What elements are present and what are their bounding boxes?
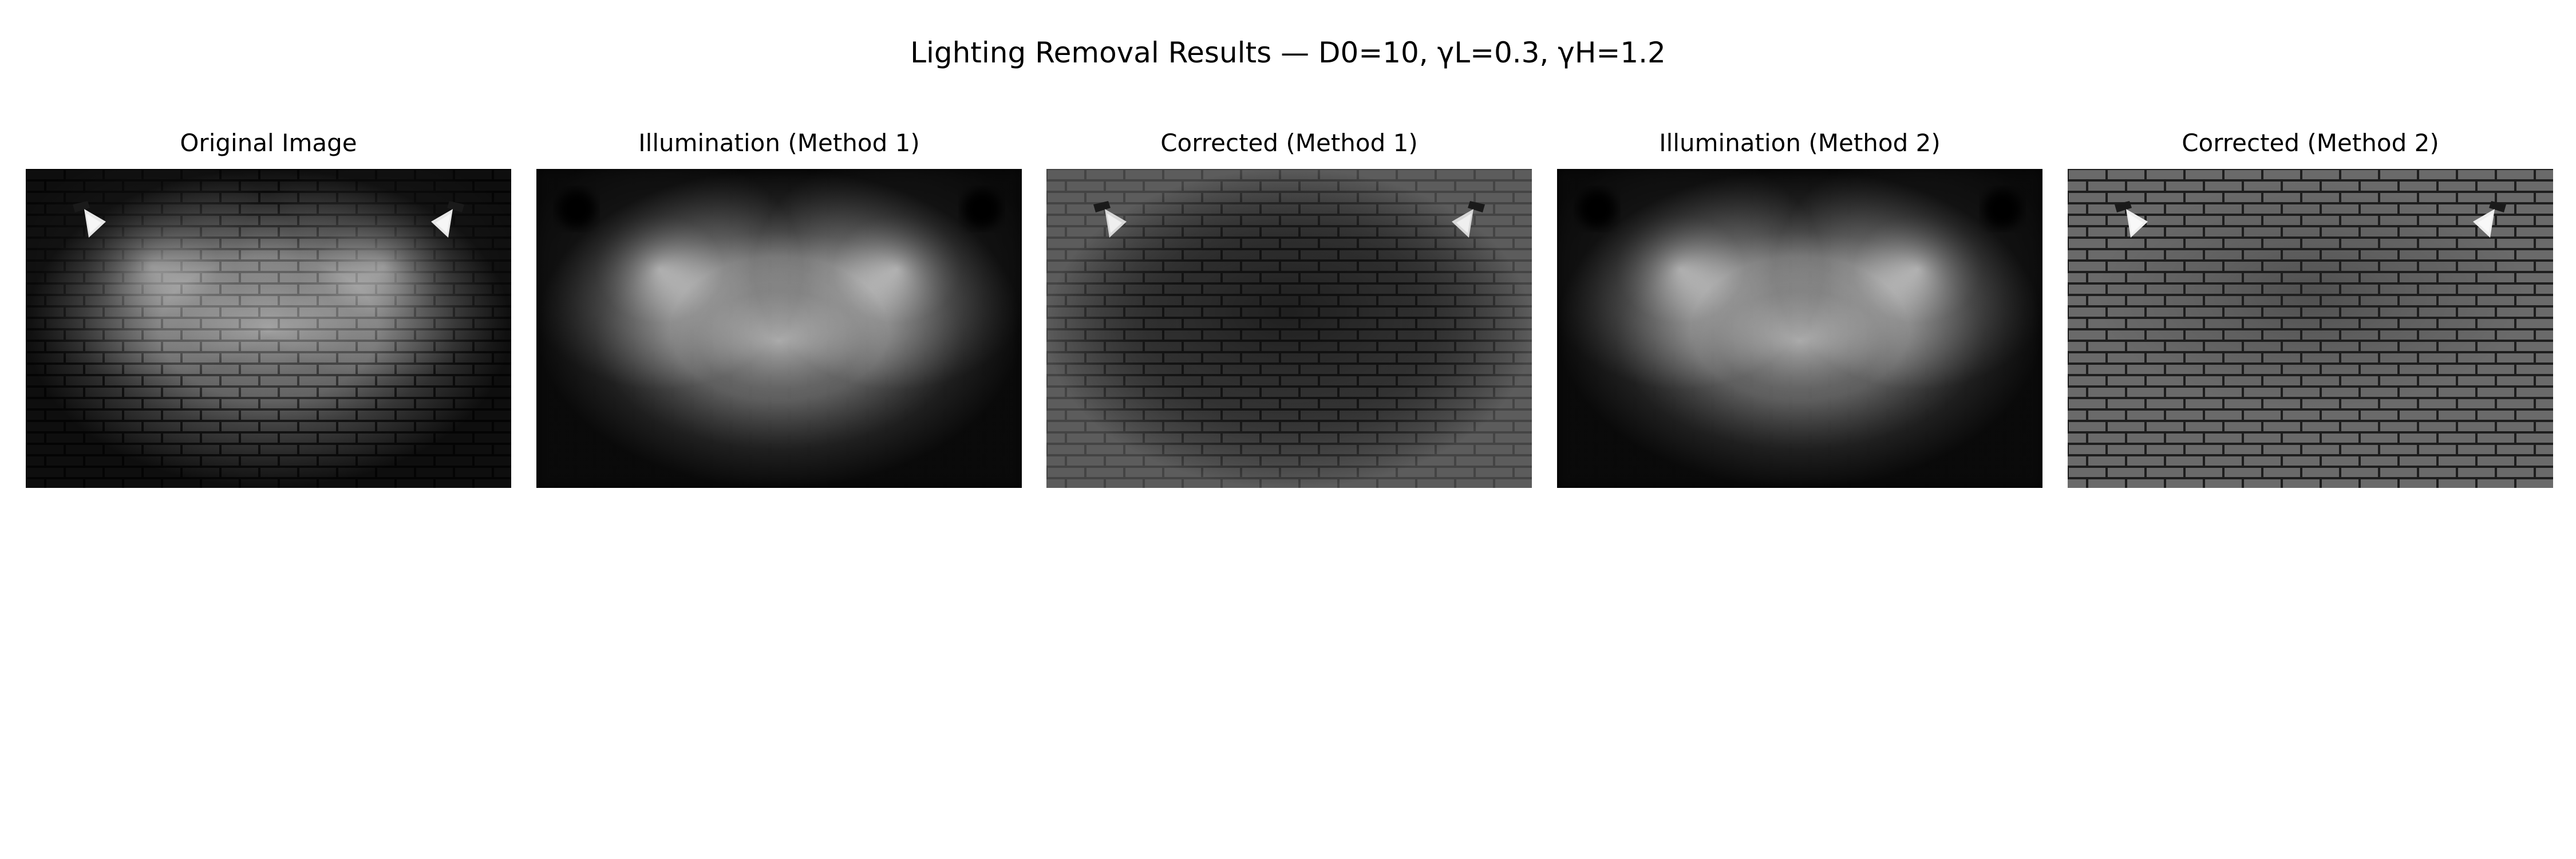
vignette [536, 169, 1022, 488]
panel-illumination: Illumination (Method 1) [536, 129, 1022, 488]
panel-illumination: Illumination (Method 2) [1557, 129, 2042, 488]
lamp-fixture [1093, 201, 1127, 238]
figure-title: Lighting Removal Results — D0=10, γL=0.3… [910, 36, 1666, 69]
corrected-flat-region [2093, 180, 2528, 409]
panel-image-illumination [536, 169, 1022, 488]
panel-title: Original Image [180, 129, 357, 157]
panel-image-corrected-flat [2068, 169, 2553, 488]
panel-title: Corrected (Method 1) [1160, 129, 1418, 157]
panel-image-original [26, 169, 511, 488]
lamp-fixture [2115, 201, 2148, 238]
lamp-fixture [2473, 201, 2506, 238]
panel-original: Original Image [26, 129, 511, 488]
panel-title: Corrected (Method 2) [2182, 129, 2439, 157]
edge-brightening [1046, 169, 1532, 488]
panel-corrected-dark: Corrected (Method 1) [1046, 129, 1532, 488]
lamp-fixture [73, 201, 106, 238]
vignette [1557, 169, 2042, 488]
lamp-fixture [431, 201, 464, 238]
panel-corrected-flat: Corrected (Method 2) [2068, 129, 2553, 488]
panel-title: Illumination (Method 2) [1659, 129, 1941, 157]
lamp-fixture [1452, 201, 1485, 238]
panel-title: Illumination (Method 1) [638, 129, 920, 157]
vignette [26, 169, 511, 488]
panel-image-illumination [1557, 169, 2042, 488]
panel-image-corrected-dark [1046, 169, 1532, 488]
